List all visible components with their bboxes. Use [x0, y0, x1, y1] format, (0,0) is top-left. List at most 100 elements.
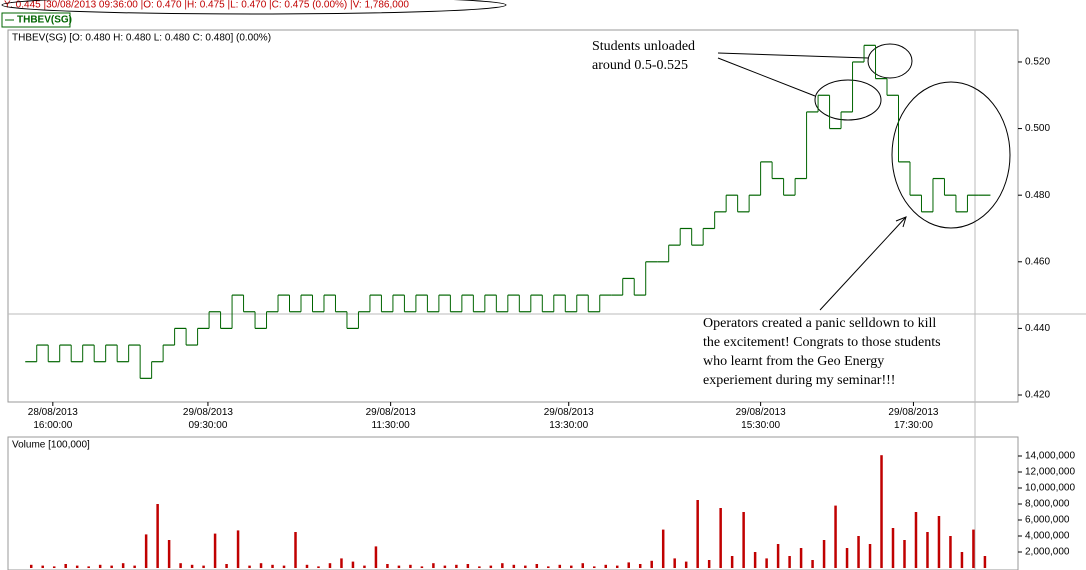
volume-bar: [742, 512, 745, 568]
price-subtitle: THBEV(SG) [O: 0.480 H: 0.480 L: 0.480 C:…: [12, 33, 271, 44]
volume-bar: [386, 564, 389, 568]
volume-bar: [983, 556, 987, 568]
volume-bar: [799, 548, 803, 568]
ellipse-mid: [814, 79, 882, 121]
legend-box: [1, 12, 71, 28]
volume-bar: [167, 540, 171, 568]
volume-bar: [719, 508, 722, 568]
volume-bar: [960, 552, 964, 568]
y-tick-label: 12,000,000: [1025, 467, 1075, 478]
volume-bar: [926, 532, 929, 568]
volume-bar: [903, 540, 906, 568]
volume-bar: [190, 564, 194, 568]
volume-bar: [455, 564, 458, 568]
volume-bar: [501, 563, 504, 568]
volume-bar: [524, 565, 527, 568]
volume-bar: [845, 548, 849, 568]
volume-bar: [271, 564, 274, 568]
volume-bar: [432, 563, 435, 568]
info-bar: Y: 0.445 |30/08/2013 09:36:00 |O: 0.470 …: [4, 0, 409, 11]
annotation: Students unloaded around 0.5-0.525: [592, 39, 696, 73]
x-tick-label: 29/08/2013 17:30:00: [888, 407, 939, 431]
volume-bar: [110, 565, 113, 568]
volume-bar: [857, 536, 860, 568]
volume-bar: [684, 561, 688, 568]
volume-bar: [64, 564, 67, 568]
volume-bar: [248, 565, 251, 568]
volume-bar: [52, 566, 56, 568]
volume-bar: [294, 532, 297, 568]
volume-bar: [753, 552, 757, 568]
volume-bar: [87, 566, 90, 568]
arrow-head: [895, 216, 907, 228]
volume-bar: [891, 528, 895, 568]
volume-bar: [317, 566, 320, 568]
volume-bar: [259, 563, 263, 568]
volume-bar: [236, 530, 240, 568]
y-tick-label: 0.500: [1025, 123, 1050, 134]
y-tick-label: 0.420: [1025, 390, 1050, 401]
volume-bar: [374, 546, 378, 568]
volume-bar: [282, 565, 286, 568]
volume-bar: [121, 563, 125, 568]
volume-bar: [581, 563, 585, 568]
y-tick-label: 0.440: [1025, 323, 1050, 334]
volume-bar: [650, 560, 653, 568]
volume-bar: [615, 565, 619, 568]
annotation: Operators created a panic selldown to ki…: [703, 316, 941, 388]
volume-bar: [420, 566, 424, 568]
volume-bar: [765, 558, 768, 568]
volume-bar: [156, 504, 159, 568]
volume-bar: [340, 558, 343, 568]
volume-bar: [98, 564, 102, 568]
x-tick-label: 28/08/2013 16:00:00: [27, 407, 78, 431]
volume-bar: [661, 529, 665, 568]
y-tick-label: 10,000,000: [1025, 483, 1075, 494]
volume-bar: [202, 565, 205, 568]
y-tick-label: 0.520: [1025, 57, 1050, 68]
arrow-line: [717, 52, 869, 59]
volume-bar: [707, 560, 711, 568]
volume-bar: [880, 455, 883, 568]
volume-bar: [949, 536, 952, 568]
volume-bar: [776, 544, 780, 568]
y-tick-label: 8,000,000: [1025, 499, 1070, 510]
volume-subtitle: Volume [100,000]: [12, 440, 90, 451]
volume-bar: [558, 564, 562, 568]
x-tick-label: 29/08/2013 15:30:00: [735, 407, 786, 431]
volume-bar: [41, 565, 44, 568]
volume-bar: [730, 556, 734, 568]
volume-bar: [547, 566, 550, 568]
y-tick-label: 0.480: [1025, 190, 1050, 201]
y-tick-label: 2,000,000: [1025, 547, 1070, 558]
volume-bar: [351, 561, 355, 568]
volume-bar: [638, 564, 642, 568]
volume-bar: [328, 563, 332, 568]
volume-bar: [834, 505, 837, 568]
volume-bar: [466, 564, 470, 568]
x-tick-label: 29/08/2013 13:30:00: [543, 407, 594, 431]
volume-bar: [305, 564, 309, 568]
volume-bar: [512, 564, 516, 568]
info-ellipse: [1, 0, 507, 15]
volume-bar: [570, 565, 573, 568]
volume-bar: [914, 512, 918, 568]
volume-bar: [478, 566, 481, 568]
volume-bar: [673, 558, 676, 568]
legend-label: THBEV(SG): [17, 15, 72, 26]
volume-bar: [397, 565, 401, 568]
ellipse-drop: [891, 81, 1011, 229]
volume-bar: [133, 565, 136, 568]
volume-bar: [179, 563, 182, 568]
arrow-line: [819, 216, 907, 311]
volume-bar: [972, 529, 975, 568]
y-tick-label: 0.460: [1025, 256, 1050, 267]
arrow-line: [717, 57, 816, 97]
volume-bar: [144, 534, 148, 568]
ellipse-top: [867, 43, 913, 79]
volume-bar: [75, 565, 79, 568]
volume-bar: [868, 544, 872, 568]
volume-bar: [409, 564, 412, 568]
